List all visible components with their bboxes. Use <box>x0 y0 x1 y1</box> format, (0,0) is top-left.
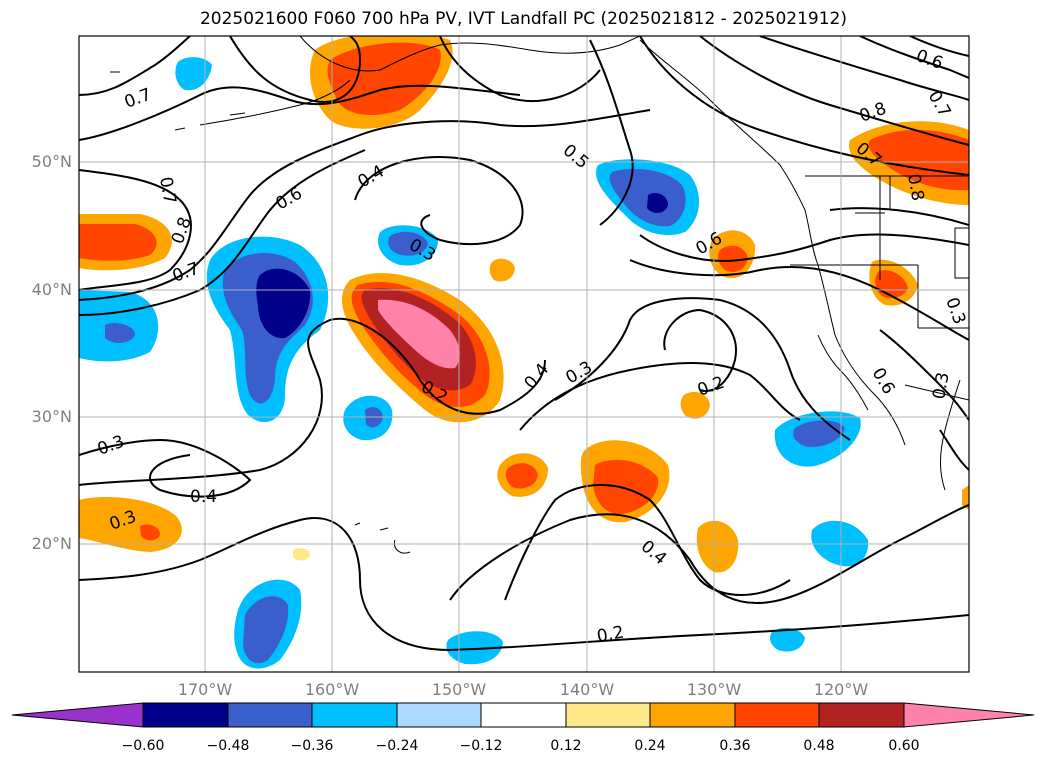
colorbar-bin <box>818 702 905 728</box>
colorbar-tick: 0.36 <box>719 738 751 754</box>
pv-blob-trop2-red <box>593 459 659 515</box>
colorbar-bin <box>480 702 567 728</box>
lat-label-50n: 50°N <box>31 152 72 171</box>
colorbar-tick: 0.12 <box>550 738 582 754</box>
ivt-contours <box>79 36 969 652</box>
contour-label: 0.7 <box>155 175 179 205</box>
colorbar-tick: −0.12 <box>459 738 503 754</box>
pv-blob-ne-blue-core <box>647 193 668 213</box>
colorbar-tick: 0.24 <box>634 738 666 754</box>
pv-blob-tiny-yellow <box>293 548 310 561</box>
contour-label: 0.2 <box>595 623 625 647</box>
colorbar-extend-high <box>903 702 1035 728</box>
contour-label: 0.8 <box>903 172 927 202</box>
map-panel <box>79 36 969 672</box>
pv-blob-sw-red <box>140 524 160 541</box>
pv-blob-streamer-max <box>378 299 460 369</box>
pv-blob-coast-red <box>717 245 748 272</box>
lon-label-150w: 150°W <box>431 680 487 699</box>
lat-label-20n: 20°N <box>31 534 72 553</box>
colorbar-bin <box>734 702 820 728</box>
pv-blob-south-orange <box>696 520 739 573</box>
pv-blob-small-orange <box>489 258 515 282</box>
lat-label-30n: 30°N <box>31 407 72 426</box>
colorbar-tick: −0.24 <box>375 738 419 754</box>
colorbar-tick: −0.36 <box>290 738 334 754</box>
colorbar-tick: −0.48 <box>206 738 250 754</box>
colorbar-bin <box>396 702 482 728</box>
colorbar-bin <box>565 702 651 728</box>
pv-blob-ne-blue-mid <box>609 168 686 227</box>
pv-blob-small-orange2 <box>680 391 710 419</box>
graticule <box>79 36 969 672</box>
colorbar-tick: 0.48 <box>803 738 835 754</box>
colorbar-bin <box>649 702 736 728</box>
pv-blob-trop-red <box>505 463 538 489</box>
lon-label-120w: 120°W <box>813 680 869 699</box>
colorbar-tick: 0.60 <box>888 738 920 754</box>
map-title: 2025021600 F060 700 hPa PV, IVT Landfall… <box>199 9 847 29</box>
pv-blob-ne-red <box>868 129 969 191</box>
contour-label: 0.3 <box>929 371 953 401</box>
colorbar-bin <box>311 702 398 728</box>
country-borders <box>790 175 969 401</box>
lon-label-160w: 160°W <box>304 680 360 699</box>
pv-blob-sw-blue-mid <box>243 596 289 664</box>
colorbar <box>11 702 1035 728</box>
colorbar-bin <box>227 702 313 728</box>
contour-label: 0.4 <box>190 487 217 507</box>
pv-blob-south-blue <box>811 520 869 567</box>
pv-blob-west-blue-core <box>105 323 135 343</box>
pv-blob-central-blue-core <box>256 268 311 339</box>
pv-blob-s-blue <box>446 631 503 665</box>
map-frame <box>78 35 970 673</box>
pv-blob-nw-blue <box>175 57 212 91</box>
pv-blob-edge-orange <box>962 485 969 510</box>
colorbar-tick: −0.60 <box>121 738 165 754</box>
colorbar-extend-low <box>11 702 144 728</box>
coastlines <box>110 36 961 554</box>
colorbar-bin <box>142 702 229 728</box>
pv-blob-s-blue2 <box>770 627 805 652</box>
lon-label-130w: 130°W <box>686 680 742 699</box>
lon-label-140w: 140°W <box>559 680 615 699</box>
lon-label-170w: 170°W <box>177 680 233 699</box>
pv-blob-small-blue-core <box>388 231 428 256</box>
pv-blob-west-red <box>79 224 157 261</box>
lat-label-40n: 40°N <box>31 280 72 299</box>
